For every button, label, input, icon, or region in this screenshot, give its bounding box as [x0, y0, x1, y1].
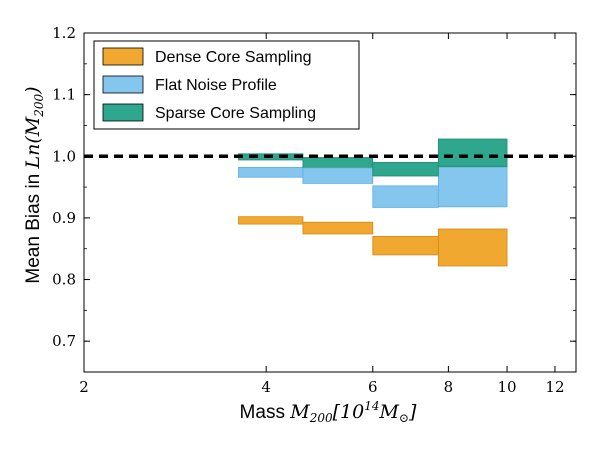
- y-tick-label: 1.2: [52, 24, 76, 42]
- series-layer: [238, 138, 508, 267]
- series-0-bin-0: [238, 216, 304, 225]
- plot-frame: [83, 32, 577, 373]
- legend-swatch-2: [102, 103, 144, 122]
- x-axis-label-sub: 200: [309, 411, 333, 425]
- series-2-bin-3: [437, 138, 508, 168]
- legend-label-1: Flat Noise Profile: [155, 77, 277, 94]
- x-tick-label: 12: [545, 378, 564, 396]
- legend-swatch-1: [102, 75, 144, 94]
- y-tick-label: 0.8: [52, 271, 76, 289]
- series-2-bin-1: [302, 157, 374, 168]
- y-tick-label: 1.1: [52, 86, 76, 104]
- x-axis-label-end-sub: ⊙: [399, 411, 409, 425]
- series-0: [238, 216, 508, 267]
- series-0-bin-1: [302, 221, 374, 235]
- x-axis-label-math: M: [289, 401, 310, 423]
- y-axis-label: Mean Bias in Ln(M200): [22, 86, 46, 283]
- y-tick-label: 1.0: [52, 147, 76, 165]
- y-axis-label-sub: 200: [32, 93, 46, 117]
- y-tick-label: 0.7: [52, 332, 76, 350]
- y-tick-label: 0.9: [52, 209, 76, 227]
- x-axis-label-rest: [10: [333, 401, 365, 423]
- y-axis-label-m: M: [22, 116, 44, 137]
- series-1: [238, 165, 508, 208]
- series-0-bin-2: [372, 235, 439, 256]
- x-tick-label: 8: [444, 378, 454, 396]
- legend-label-0: Dense Core Sampling: [155, 49, 312, 66]
- x-tick-label: 2: [79, 378, 89, 396]
- series-0-bin-3: [437, 228, 508, 267]
- series-1-bin-2: [372, 185, 439, 208]
- series-1-bin-0: [238, 166, 304, 178]
- x-axis-label: Mass M200[1014M⊙]: [240, 399, 417, 425]
- legend-label-2: Sparse Core Sampling: [155, 105, 316, 122]
- series-2-bin-2: [372, 162, 439, 177]
- y-axis-label-math: Ln: [22, 144, 44, 170]
- y-axis-label-prefix: Mean Bias in: [23, 168, 44, 283]
- x-tick-label: 10: [497, 378, 516, 396]
- x-axis-label-end: M: [378, 401, 399, 423]
- series-1-bin-1: [302, 168, 374, 184]
- y-axis-label-close: ): [22, 86, 44, 94]
- legend: Dense Core Sampling Flat Noise Profile Spa…: [93, 40, 360, 130]
- x-axis-label-sup: 14: [364, 399, 379, 413]
- x-tick-label: 6: [368, 378, 378, 396]
- series-1-bin-3: [437, 165, 508, 208]
- x-tick-label: 4: [261, 378, 271, 396]
- y-axis-label-open: (: [22, 136, 44, 144]
- tick-labels: 0.7 0.8 0.9 1.0 1.1 1.2 2 4 6 8 10 12: [52, 24, 564, 396]
- x-axis-label-close: ]: [408, 401, 417, 423]
- axes: [83, 32, 577, 373]
- legend-swatch-0: [102, 47, 144, 66]
- x-axis-label-prefix: Mass: [240, 402, 291, 423]
